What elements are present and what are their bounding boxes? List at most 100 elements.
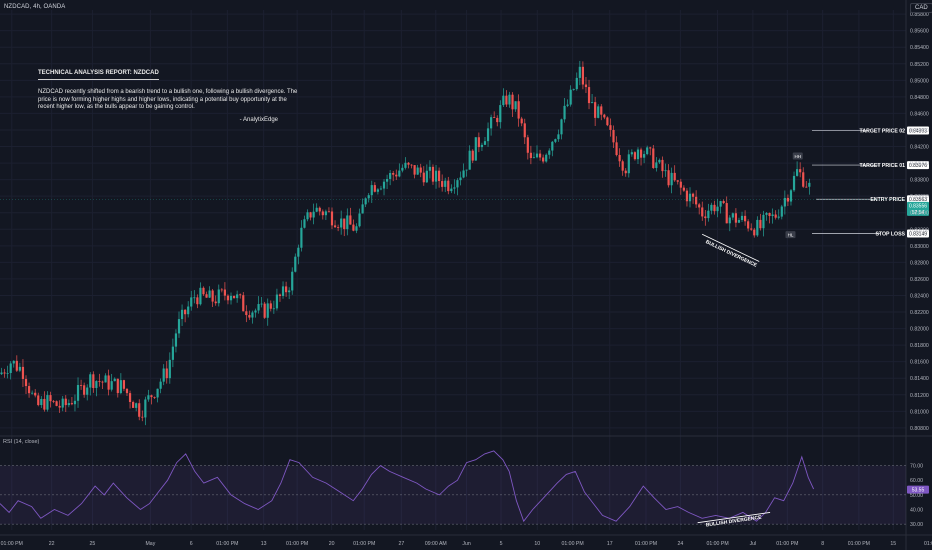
candle-body [190, 297, 193, 307]
candle-body [569, 89, 572, 105]
candle-body [679, 181, 682, 188]
rsi-tick-label: 30.00 [910, 522, 923, 528]
candle-body [740, 215, 744, 221]
swing-label: HH [794, 154, 801, 159]
divergence-label: BULLISH DIVERGENCE [705, 239, 759, 269]
candle-body [615, 142, 618, 156]
candle-body [563, 105, 566, 120]
rsi-current-badge [907, 485, 929, 494]
candle-body [211, 290, 214, 302]
candle-body [682, 187, 685, 191]
time-tick-label: May [145, 541, 155, 547]
candle-body [490, 117, 493, 129]
price-tick-label: 0.83600 [910, 194, 929, 200]
candle-body [425, 170, 428, 183]
symbol-label[interactable]: NZDCAD, 4h, OANDA [4, 4, 66, 10]
candle-body [493, 117, 496, 118]
candle-body [633, 152, 637, 160]
time-tick-label: 10 [534, 541, 540, 547]
rsi-current-text: 53.55 [912, 488, 925, 494]
candle-body [590, 102, 594, 104]
candle-body [55, 401, 58, 406]
candle-body [655, 162, 658, 168]
candle-body [254, 310, 257, 313]
candle-body [477, 137, 480, 148]
candle-body [343, 218, 346, 230]
currency-button[interactable]: CAD [910, 3, 932, 13]
candle-body [808, 182, 811, 187]
candle-body [517, 101, 520, 119]
candle-body [376, 189, 379, 192]
candle-body [214, 301, 217, 304]
candle-body [337, 227, 340, 228]
candle-body [575, 77, 578, 90]
candle-body [379, 188, 383, 190]
candle-body [9, 363, 12, 374]
time-tick-label: 01:00 PM [848, 541, 870, 547]
candle-body [147, 395, 150, 400]
candle-body [24, 378, 28, 387]
candle-body [523, 123, 526, 138]
candle-body [174, 333, 178, 347]
candle-body [318, 207, 321, 212]
time-tick-label: 01:00 PM [286, 541, 308, 547]
candle-body [566, 104, 569, 106]
candle-body [587, 87, 591, 104]
candle-body [753, 229, 756, 236]
price-tick-label: 0.85600 [910, 29, 929, 35]
time-tick-label: 15 [890, 541, 896, 547]
candle-body [499, 105, 502, 123]
candle-body [193, 297, 196, 299]
candle-body [707, 210, 710, 219]
candle-body [636, 149, 640, 160]
candle-body [802, 172, 805, 187]
candle-body [606, 117, 609, 126]
candle-body [603, 114, 606, 118]
candle-body [232, 295, 236, 299]
level-price-text: 0.84393 [909, 129, 927, 135]
price-tick-label: 0.84800 [910, 95, 929, 101]
level-price-text: 0.83976 [909, 163, 927, 169]
candle-body [116, 378, 119, 394]
candle-body [141, 416, 144, 418]
candle-body [89, 374, 92, 388]
candle-body [156, 388, 159, 398]
candle-body [441, 181, 444, 187]
candle-body [15, 360, 18, 371]
candle-body [594, 102, 597, 118]
candle-body [630, 152, 633, 155]
price-tick-label: 0.81600 [910, 360, 929, 366]
candle-body [217, 289, 220, 304]
candle-body [236, 294, 239, 299]
candle-body [208, 290, 211, 298]
candle-body [600, 106, 603, 115]
candle-body [486, 128, 490, 142]
candle-body [226, 295, 230, 301]
candle-body [315, 207, 318, 212]
candle-body [511, 94, 514, 110]
time-tick-label: 25 [90, 541, 96, 547]
time-tick-label: 24 [678, 541, 684, 547]
swing-badge [792, 152, 803, 160]
candle-body [768, 213, 771, 217]
rsi-panel-title[interactable]: RSI (14, close) [3, 439, 40, 445]
candle-body [459, 177, 462, 181]
price-tick-label: 0.82200 [910, 310, 929, 316]
candle-body [538, 153, 542, 158]
candle-body [110, 381, 113, 390]
candle-body [37, 395, 40, 406]
candle-body [12, 360, 15, 364]
candle-body [132, 401, 135, 408]
candle-body [688, 193, 692, 202]
price-tick-label: 0.85000 [910, 78, 929, 84]
candle-body [257, 304, 260, 311]
candle-body [597, 106, 600, 118]
candle-body [639, 149, 643, 158]
candle-body [658, 159, 661, 163]
candle-body [789, 190, 793, 202]
candle-body [284, 286, 288, 293]
time-tick-label: 8 [821, 541, 824, 547]
candle-body [297, 247, 300, 257]
time-tick-label: 13 [261, 541, 267, 547]
